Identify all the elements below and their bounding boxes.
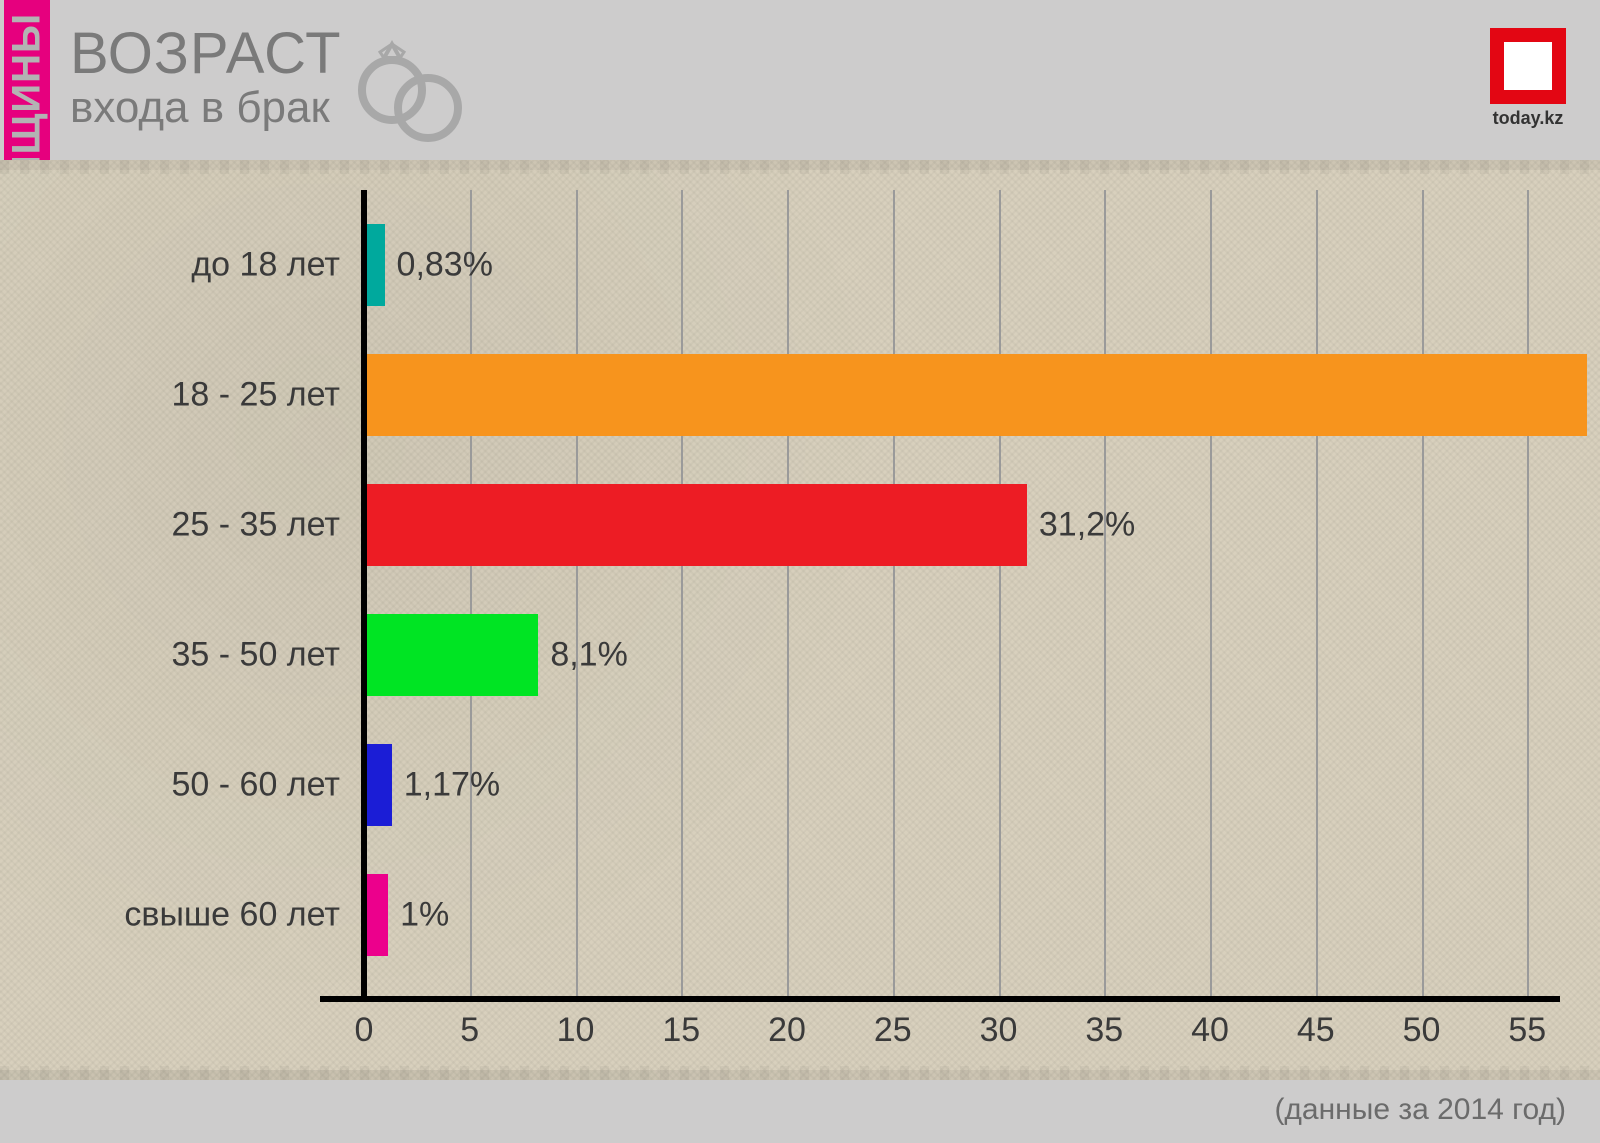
gridline: [1527, 190, 1529, 1002]
title-block: ВОЗРАСТ входа в брак: [70, 20, 342, 133]
chart-panel: 0 5 10 15 20 25 30 35 40 45 50 55 до 18 лет 0,83% 18 -…: [0, 160, 1600, 1080]
value-label: 1,17%: [404, 766, 500, 805]
gridline: [1422, 190, 1424, 1002]
value-label: 8,1%: [550, 636, 628, 675]
bar: [367, 744, 392, 826]
x-axis: [320, 996, 1560, 1002]
x-tick-label: 40: [1191, 1011, 1229, 1050]
gridline: [1316, 190, 1318, 1002]
value-label: 0,83%: [397, 246, 493, 285]
category-label: 25 - 35 лет: [172, 506, 341, 545]
wedding-rings-icon: [350, 30, 470, 150]
footer-note: (данные за 2014 год): [1274, 1093, 1566, 1127]
gridline: [893, 190, 895, 1002]
bar: [367, 874, 388, 956]
gridline: [470, 190, 472, 1002]
gridline: [681, 190, 683, 1002]
x-tick-label: 15: [662, 1011, 700, 1050]
logo: today.kz: [1490, 28, 1566, 129]
category-label: 35 - 50 лет: [172, 636, 341, 675]
bar: [367, 354, 1587, 436]
x-tick-label: 20: [768, 1011, 806, 1050]
gridline: [1210, 190, 1212, 1002]
x-tick-label: 55: [1508, 1011, 1546, 1050]
value-label: 1%: [400, 896, 449, 935]
category-label: свыше 60 лет: [124, 896, 340, 935]
x-tick-label: 25: [874, 1011, 912, 1050]
gridline: [576, 190, 578, 1002]
category-label: до 18 лет: [191, 246, 340, 285]
category-label: 18 - 25 лет: [172, 376, 341, 415]
gridline: [1104, 190, 1106, 1002]
x-tick-label: 50: [1403, 1011, 1441, 1050]
gridline: [787, 190, 789, 1002]
x-tick-label: 45: [1297, 1011, 1335, 1050]
bar: [367, 614, 538, 696]
x-tick-label: 5: [460, 1011, 479, 1050]
x-tick-label: 0: [355, 1011, 374, 1050]
gridline: [999, 190, 1001, 1002]
x-tick-label: 30: [980, 1011, 1018, 1050]
bar-chart: 0 5 10 15 20 25 30 35 40 45 50 55 до 18 лет 0,83% 18 -…: [0, 170, 1600, 1070]
bar: [367, 484, 1027, 566]
logo-icon: [1490, 28, 1566, 104]
category-label: 50 - 60 лет: [172, 766, 341, 805]
x-tick-label: 35: [1085, 1011, 1123, 1050]
title-main: ВОЗРАСТ: [70, 20, 342, 87]
value-label: 31,2%: [1039, 506, 1135, 545]
logo-text: today.kz: [1490, 108, 1566, 129]
bar: [367, 224, 385, 306]
title-sub: входа в брак: [70, 83, 342, 133]
x-tick-label: 10: [557, 1011, 595, 1050]
